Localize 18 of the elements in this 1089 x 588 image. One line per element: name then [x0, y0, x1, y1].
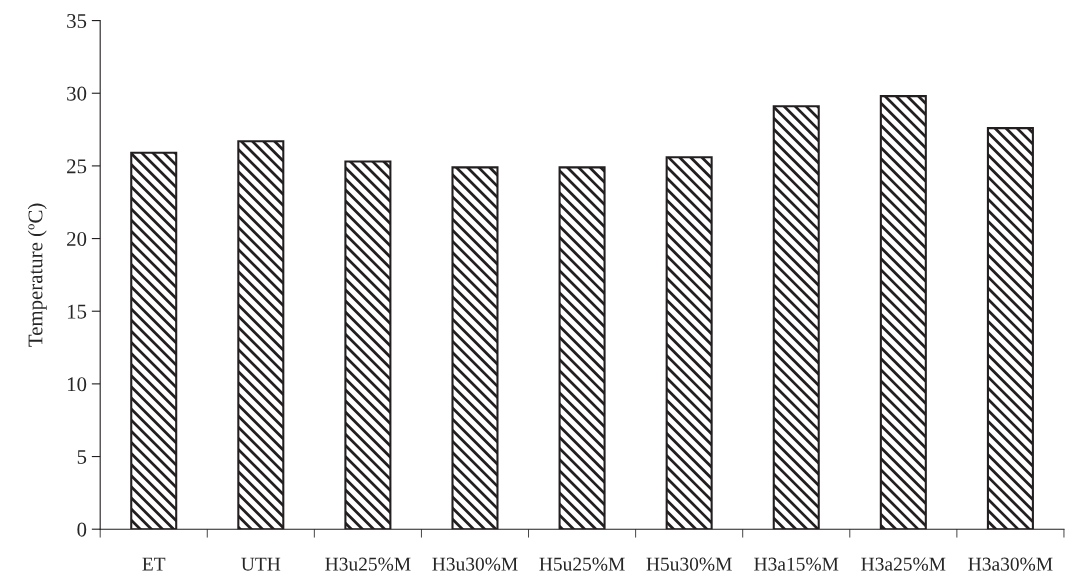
- y-tick-label: 25: [67, 159, 87, 174]
- x-tick-label: H3u30%M: [432, 557, 518, 571]
- x-tick-label: H3a15%M: [754, 557, 839, 571]
- y-tick-label: 20: [67, 231, 87, 246]
- y-axis-title: Temperature (ºC): [27, 203, 47, 347]
- y-tick-label: 10: [67, 377, 87, 392]
- x-tick-label: UTH: [241, 557, 281, 571]
- x-tick-label: H3a30%M: [968, 557, 1053, 571]
- x-tick-label: H5u25%M: [539, 557, 625, 571]
- y-tick-label: 5: [77, 450, 87, 464]
- x-tick-label: H3u25%M: [325, 557, 411, 571]
- x-tick-label: H3a25%M: [861, 557, 946, 571]
- x-tick-label: H5u30%M: [646, 557, 732, 571]
- x-tick-label: ET: [142, 557, 166, 571]
- y-tick-label: 0: [77, 522, 87, 537]
- y-tick-label: 30: [67, 86, 87, 101]
- y-tick-label: 35: [67, 14, 87, 29]
- y-tick-label: 15: [67, 304, 87, 319]
